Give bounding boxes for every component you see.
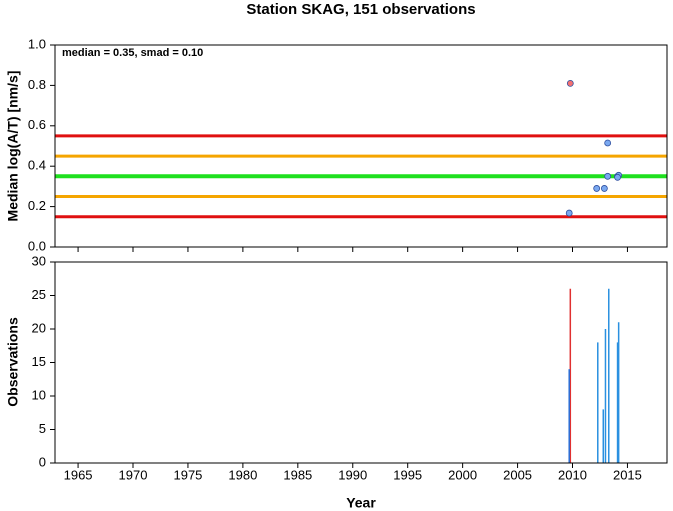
x-tick-label: 1965 <box>64 467 93 482</box>
y-tick-label: 0.2 <box>28 198 46 213</box>
x-tick-label: 2000 <box>448 467 477 482</box>
y-tick-label: 0 <box>39 454 46 469</box>
y-tick-label: 0.8 <box>28 77 46 92</box>
x-axis-label: Year <box>346 495 376 511</box>
y-tick-label: 1.0 <box>28 36 46 51</box>
x-tick-label: 1970 <box>119 467 148 482</box>
y-tick-label: 0.4 <box>28 158 46 173</box>
x-tick-label: 1995 <box>393 467 422 482</box>
plot-frame <box>54 44 668 248</box>
x-tick-label: 1990 <box>338 467 367 482</box>
y-axis-label: Observations <box>5 317 21 407</box>
chart-title: Station SKAG, 151 observations <box>246 1 475 18</box>
y-tick-label: 15 <box>32 354 46 369</box>
x-tick-label: 2015 <box>613 467 642 482</box>
plot-frame <box>54 261 668 464</box>
annotation: median = 0.35, smad = 0.10 <box>62 47 203 59</box>
y-tick-label: 30 <box>32 253 46 268</box>
y-tick-label: 0.0 <box>28 238 46 253</box>
point <box>604 139 612 147</box>
x-tick-label: 1985 <box>283 467 312 482</box>
point <box>566 79 574 87</box>
point <box>600 185 608 192</box>
point <box>604 172 612 180</box>
point <box>593 185 601 192</box>
x-tick-label: 1975 <box>173 467 202 482</box>
y-axis-label: Median log(A/T) [nm/s] <box>5 71 21 222</box>
point <box>614 173 621 181</box>
y-tick-label: 25 <box>32 287 46 302</box>
x-tick-label: 2005 <box>503 467 532 482</box>
y-tick-label: 10 <box>32 387 46 402</box>
x-tick-label: 2010 <box>558 467 587 482</box>
y-tick-label: 20 <box>32 320 46 335</box>
y-tick-label: 5 <box>39 421 46 436</box>
point <box>565 209 573 217</box>
x-tick-label: 1980 <box>228 467 257 482</box>
y-tick-label: 0.6 <box>28 117 46 132</box>
